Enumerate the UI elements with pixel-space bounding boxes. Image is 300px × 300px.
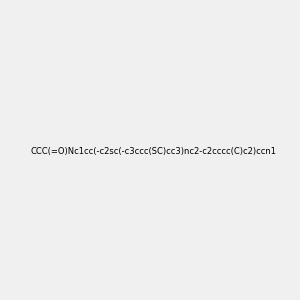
Text: CCC(=O)Nc1cc(-c2sc(-c3ccc(SC)cc3)nc2-c2cccc(C)c2)ccn1: CCC(=O)Nc1cc(-c2sc(-c3ccc(SC)cc3)nc2-c2c… — [31, 147, 277, 156]
